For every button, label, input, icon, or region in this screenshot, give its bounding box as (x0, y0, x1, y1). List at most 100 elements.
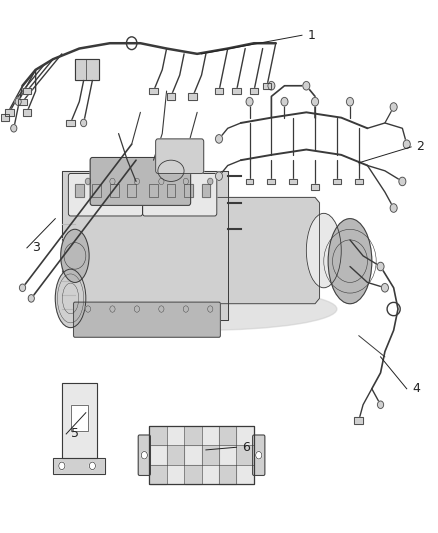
Bar (71, 405, 88, 431)
Bar (92, 184, 101, 197)
Circle shape (215, 135, 223, 143)
Bar (232, 88, 241, 94)
Circle shape (246, 98, 253, 106)
Bar (289, 179, 297, 184)
Circle shape (59, 462, 65, 470)
Circle shape (256, 451, 262, 459)
Bar (354, 417, 363, 424)
Circle shape (346, 98, 353, 106)
Circle shape (159, 178, 164, 184)
FancyBboxPatch shape (138, 435, 150, 475)
Bar (250, 88, 258, 94)
Bar (62, 383, 97, 458)
Text: 6: 6 (242, 441, 250, 454)
Ellipse shape (328, 219, 372, 304)
Ellipse shape (61, 229, 89, 282)
FancyBboxPatch shape (68, 173, 143, 216)
Bar (18, 99, 27, 105)
Circle shape (208, 306, 213, 312)
Circle shape (403, 140, 410, 149)
Bar (1, 115, 10, 121)
Circle shape (85, 178, 91, 184)
Circle shape (15, 98, 21, 106)
Text: 3: 3 (32, 241, 40, 254)
Text: 1: 1 (307, 29, 315, 42)
Ellipse shape (158, 160, 184, 181)
Text: 4: 4 (412, 382, 420, 395)
Bar (149, 88, 158, 94)
Bar (166, 184, 175, 197)
FancyBboxPatch shape (90, 158, 191, 205)
Circle shape (281, 98, 288, 106)
Bar (237, 446, 254, 464)
Bar (263, 83, 272, 89)
Bar (263, 83, 272, 89)
Circle shape (378, 401, 384, 408)
Circle shape (19, 284, 25, 292)
Bar (22, 88, 31, 94)
Circle shape (215, 172, 223, 180)
Bar (75, 184, 84, 197)
FancyBboxPatch shape (155, 139, 204, 173)
Bar (127, 184, 136, 197)
Bar (246, 179, 254, 184)
Ellipse shape (55, 269, 86, 328)
Circle shape (81, 119, 87, 127)
Circle shape (183, 306, 188, 312)
Circle shape (85, 306, 91, 312)
FancyBboxPatch shape (253, 435, 265, 475)
Bar (167, 446, 184, 464)
Bar (150, 465, 166, 484)
Bar (149, 184, 158, 197)
Bar (188, 93, 197, 100)
Bar (268, 179, 276, 184)
Bar (355, 179, 363, 184)
Bar (92, 184, 101, 197)
Bar (110, 184, 119, 197)
Bar (110, 184, 119, 197)
Bar (53, 458, 106, 474)
Circle shape (28, 295, 34, 302)
FancyBboxPatch shape (74, 302, 220, 337)
Bar (5, 109, 14, 116)
Bar (250, 88, 258, 94)
Bar (166, 93, 175, 100)
Ellipse shape (306, 213, 341, 288)
Bar (149, 426, 254, 484)
Bar (18, 99, 27, 105)
Bar (201, 184, 210, 197)
Bar (184, 465, 201, 484)
Circle shape (134, 178, 140, 184)
Circle shape (159, 306, 164, 312)
Circle shape (399, 177, 406, 185)
Bar (355, 179, 363, 184)
Circle shape (11, 125, 17, 132)
Bar (22, 109, 31, 116)
Circle shape (377, 262, 384, 271)
Bar (188, 93, 197, 100)
Polygon shape (201, 197, 319, 304)
FancyBboxPatch shape (143, 173, 217, 216)
Bar (184, 184, 193, 197)
Circle shape (390, 103, 397, 111)
Bar (5, 109, 14, 116)
Bar (53, 458, 106, 474)
Bar (66, 120, 75, 126)
Text: 2: 2 (417, 140, 424, 154)
Ellipse shape (66, 288, 337, 330)
Bar (66, 120, 75, 126)
Bar (333, 179, 341, 184)
Circle shape (110, 178, 115, 184)
Polygon shape (62, 171, 228, 320)
Bar (311, 184, 319, 190)
Bar (202, 446, 219, 464)
Bar (215, 88, 223, 94)
Bar (166, 93, 175, 100)
Bar (75, 184, 84, 197)
Circle shape (390, 204, 397, 212)
Circle shape (208, 178, 213, 184)
Bar (149, 184, 158, 197)
Bar (219, 426, 236, 445)
Bar (150, 426, 166, 445)
Bar (62, 383, 97, 458)
